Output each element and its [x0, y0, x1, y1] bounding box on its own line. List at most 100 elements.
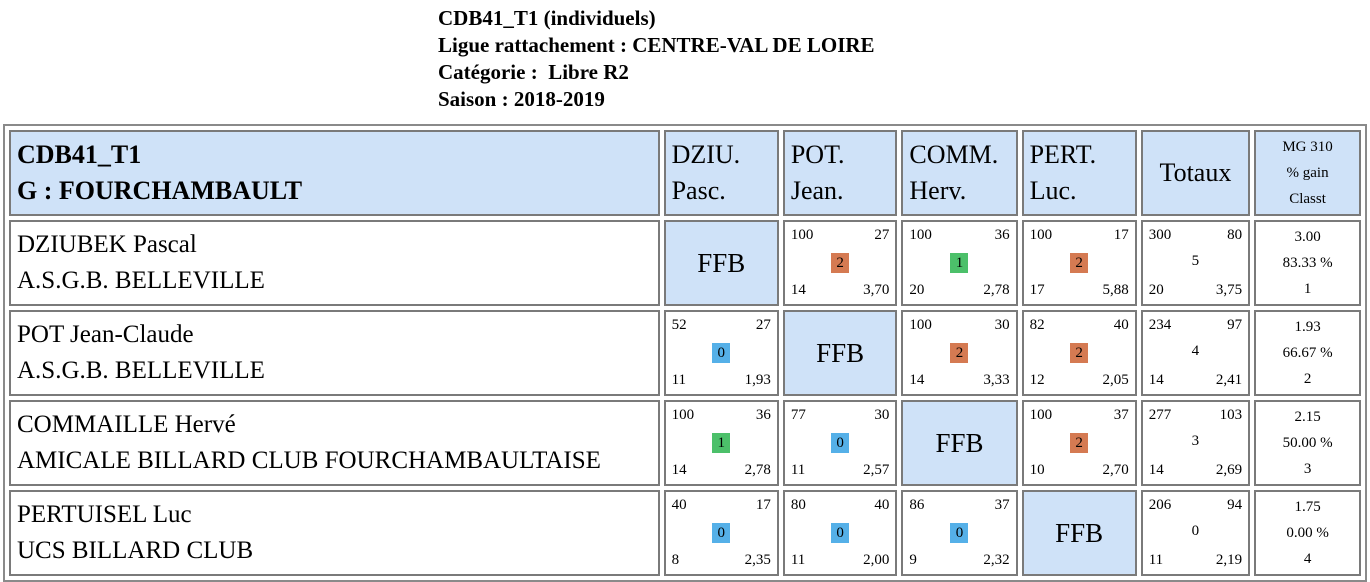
- match-result-badge: 2: [831, 253, 850, 273]
- match-best-run: 40: [874, 497, 890, 513]
- match-cell: 82 40 2 12 2,05: [1021, 310, 1137, 396]
- match-points: 77: [790, 407, 806, 423]
- mg-cell: 2.15 50.00 % 3: [1254, 400, 1361, 486]
- match-innings: 20: [909, 282, 925, 298]
- match-innings: 14: [909, 372, 925, 388]
- column-header-line1: POT.: [790, 140, 845, 169]
- match-result-badge: 2: [1070, 433, 1089, 453]
- match-points: 86: [909, 497, 925, 513]
- column-header-commaille: COMM. Herv.: [901, 130, 1018, 216]
- total-average: 2,19: [1215, 552, 1243, 568]
- match-innings: 11: [790, 552, 806, 568]
- match-best-run: 17: [1113, 227, 1129, 243]
- ranking: 1: [1303, 281, 1312, 297]
- match-cell: 100 36 1 20 2,78: [901, 220, 1018, 306]
- match-points: 80: [790, 497, 806, 513]
- table-title: CDB41_T1: [17, 140, 142, 169]
- total-best-run: 103: [1219, 407, 1243, 423]
- page-header: CDB41_T1 (individuels) Ligue rattachemen…: [438, 5, 875, 113]
- player-club: A.S.G.B. BELLEVILLE: [17, 357, 265, 384]
- total-best-run: 97: [1227, 317, 1243, 333]
- ffb-cell: FFB: [1021, 490, 1137, 576]
- match-innings: 10: [1029, 462, 1045, 478]
- mg-cell: 1.75 0.00 % 4: [1254, 490, 1361, 576]
- match-best-run: 27: [755, 317, 771, 333]
- total-best-run: 94: [1227, 497, 1243, 513]
- match-points: 100: [1029, 227, 1053, 243]
- column-header-pot: POT. Jean.: [782, 130, 898, 216]
- match-innings: 17: [1029, 282, 1045, 298]
- win-percentage: 66.67 %: [1282, 345, 1333, 361]
- match-points: 52: [671, 317, 687, 333]
- total-best-run: 80: [1227, 227, 1243, 243]
- table-title-cell: CDB41_T1 G : FOURCHAMBAULT: [9, 130, 660, 216]
- table-header-row: CDB41_T1 G : FOURCHAMBAULT DZIU. Pasc. P…: [9, 130, 1361, 216]
- total-innings: 14: [1148, 462, 1164, 478]
- total-innings: 20: [1148, 282, 1164, 298]
- general-average: 1.75: [1294, 499, 1321, 515]
- group-name: G : FOURCHAMBAULT: [17, 176, 303, 205]
- column-header-line1: PERT.: [1029, 140, 1097, 169]
- match-points: 100: [1029, 407, 1053, 423]
- match-cell: 52 27 0 11 1,93: [663, 310, 779, 396]
- total-points: 300: [1148, 227, 1172, 243]
- match-average: 2,70: [1102, 462, 1129, 478]
- match-best-run: 17: [755, 497, 771, 513]
- match-average: 2,05: [1102, 372, 1129, 388]
- player-club: A.S.G.B. BELLEVILLE: [17, 267, 265, 294]
- match-result-badge: 0: [712, 343, 731, 363]
- match-cell: 100 37 2 10 2,70: [1021, 400, 1137, 486]
- match-average: 5,88: [1102, 282, 1129, 298]
- general-average: 3.00: [1294, 229, 1321, 245]
- match-result-badge: 0: [831, 433, 850, 453]
- match-best-run: 37: [994, 497, 1010, 513]
- match-innings: 12: [1029, 372, 1045, 388]
- match-best-run: 37: [1113, 407, 1129, 423]
- match-cell: 86 37 0 9 2,32: [901, 490, 1018, 576]
- column-header-line2: Luc.: [1029, 176, 1077, 205]
- total-match-points: 5: [1191, 253, 1200, 269]
- match-result-badge: 1: [950, 253, 969, 273]
- match-result-badge: 2: [1070, 253, 1089, 273]
- ranking: 2: [1303, 371, 1312, 387]
- match-best-run: 36: [755, 407, 771, 423]
- match-average: 3,33: [983, 372, 1010, 388]
- match-points: 100: [671, 407, 695, 423]
- match-best-run: 40: [1113, 317, 1129, 333]
- player-name: POT Jean-Claude: [17, 321, 194, 348]
- total-average: 2,41: [1215, 372, 1243, 388]
- column-header-mg: MG 310 % gain Classt: [1254, 130, 1361, 216]
- match-result-badge: 2: [1070, 343, 1089, 363]
- total-points: 277: [1148, 407, 1172, 423]
- match-cell: 100 30 2 14 3,33: [901, 310, 1018, 396]
- match-points: 100: [909, 317, 932, 333]
- match-cell: 80 40 0 11 2,00: [782, 490, 898, 576]
- ranking: 4: [1303, 551, 1312, 567]
- match-average: 2,78: [744, 462, 771, 478]
- match-average: 3,70: [863, 282, 890, 298]
- column-header-line1: COMM.: [909, 140, 999, 169]
- category-line: Catégorie : Libre R2: [438, 60, 629, 84]
- match-best-run: 36: [994, 227, 1010, 243]
- match-innings: 8: [671, 552, 680, 568]
- match-innings: 14: [671, 462, 687, 478]
- match-points: 100: [909, 227, 932, 243]
- total-match-points: 4: [1191, 343, 1200, 359]
- match-cell: 100 17 2 17 5,88: [1021, 220, 1137, 306]
- match-points: 82: [1029, 317, 1045, 333]
- competition-title: CDB41_T1 (individuels): [438, 6, 656, 30]
- total-innings: 14: [1148, 372, 1164, 388]
- total-average: 3,75: [1215, 282, 1243, 298]
- column-header-line1: DZIU.: [671, 140, 741, 169]
- player-club: AMICALE BILLARD CLUB FOURCHAMBAULTAISE: [17, 447, 601, 474]
- total-average: 2,69: [1215, 462, 1243, 478]
- player-name: PERTUISEL Luc: [17, 501, 192, 528]
- totals-cell: 300 80 5 20 3,75: [1140, 220, 1251, 306]
- column-header-dziubek: DZIU. Pasc.: [663, 130, 779, 216]
- match-innings: 11: [671, 372, 687, 388]
- ffb-cell: FFB: [901, 400, 1018, 486]
- win-percentage: 83.33 %: [1282, 255, 1333, 271]
- match-result-badge: 0: [712, 523, 731, 543]
- match-best-run: 27: [874, 227, 890, 243]
- match-average: 2,00: [863, 552, 890, 568]
